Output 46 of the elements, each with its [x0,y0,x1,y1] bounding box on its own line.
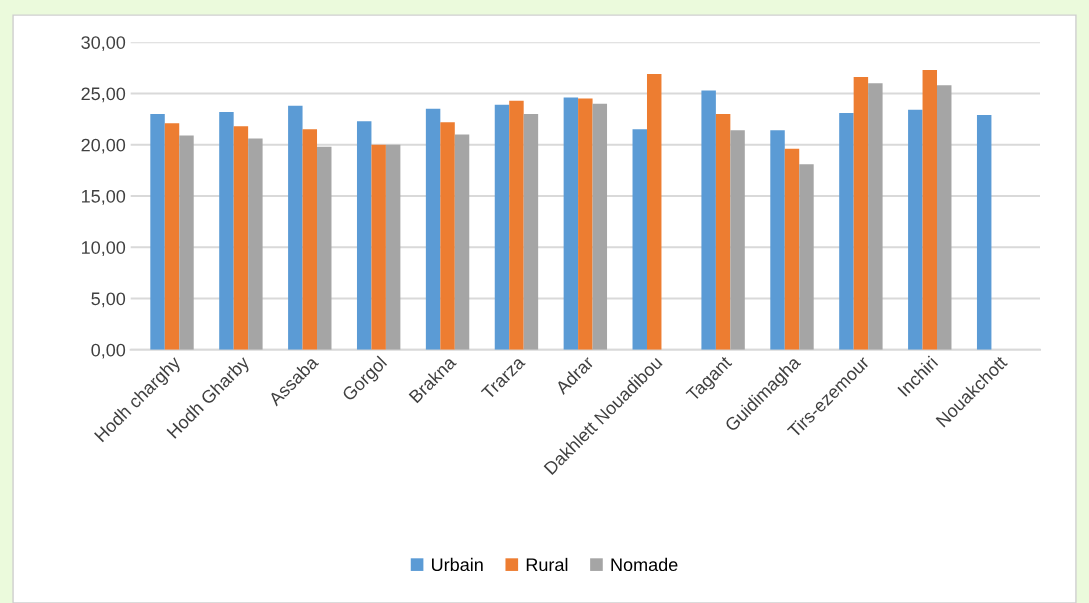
legend-label: Rural [526,557,568,572]
bar [908,109,923,350]
y-tick-label: 0,00 [91,343,126,359]
y-tick-label: 10,00 [82,241,126,257]
legend-label: Urbain [432,557,483,572]
bar [494,104,510,350]
y-tick-label: 5,00 [91,292,126,308]
bar [385,144,401,350]
bar [853,77,869,350]
bar [937,85,952,350]
y-tick-label: 25,00 [81,87,126,103]
y-tick-label: 15,00 [82,189,126,205]
bar [799,164,814,350]
bar [371,144,386,350]
bar [646,73,662,350]
bar [701,90,716,350]
bar [509,100,524,350]
bar [440,122,455,350]
bar [317,146,332,350]
bar [868,83,883,350]
bar [592,103,608,350]
bar [715,113,731,350]
bar [578,98,593,350]
bar [976,114,992,350]
bar [150,113,165,350]
y-tick-label: 30,00 [81,36,126,52]
bar [302,129,318,350]
bar [730,130,745,350]
bar [922,69,938,350]
bar [233,126,249,350]
bar [425,108,441,350]
bar [288,105,303,350]
bar [179,135,194,350]
bar [219,111,234,350]
y-tick-label: 20,00 [81,138,126,154]
bar [523,113,539,350]
bar [563,97,579,350]
legend-label: Nomade [611,557,678,572]
bar [839,112,854,350]
bar [248,138,263,350]
bar [454,134,470,350]
bar [356,121,372,350]
bar [632,129,647,350]
bar [164,123,180,350]
bar [770,130,785,350]
bar [784,148,800,350]
